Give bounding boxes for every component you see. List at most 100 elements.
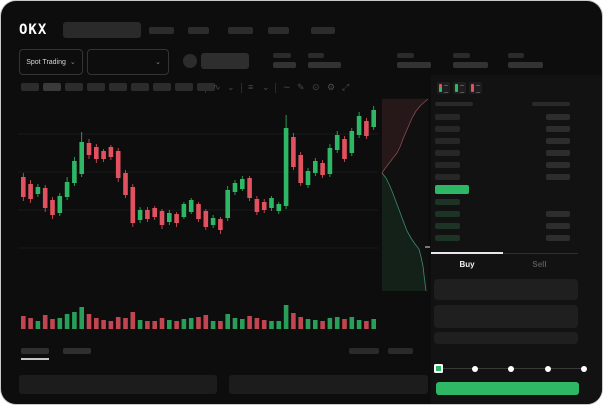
line-tool-icon[interactable]: ∼ [283, 82, 291, 92]
slider-dot[interactable] [581, 365, 587, 372]
volume-bar [115, 317, 121, 329]
candle [145, 210, 150, 219]
draw-icon[interactable]: ✎ [297, 82, 305, 92]
candle [196, 204, 201, 219]
last-price-badge [435, 185, 469, 194]
stat-label [273, 53, 291, 58]
candle [298, 155, 303, 183]
candle [342, 139, 347, 159]
interval-button[interactable] [65, 83, 83, 91]
volume-bar [167, 320, 172, 329]
input-field[interactable] [434, 279, 578, 300]
volume-bar [210, 321, 216, 329]
candle [334, 135, 340, 150]
buy-submit-button[interactable] [436, 382, 579, 395]
stat-value [273, 62, 296, 68]
slider-dot[interactable] [471, 365, 478, 372]
volume-bar [130, 312, 136, 329]
pair-selector[interactable]: ⌄ [87, 49, 169, 75]
orderbook-bids-icon[interactable] [453, 82, 466, 94]
nav-item[interactable] [188, 27, 209, 34]
volume-bar [72, 312, 77, 329]
bid-row-price [435, 199, 460, 205]
bid-row-price [435, 235, 460, 241]
chart-type-icon[interactable]: ≡ [248, 82, 254, 92]
tab-buy[interactable]: Buy [431, 254, 503, 274]
candle [101, 151, 106, 159]
volume-bar [94, 318, 99, 329]
interval-button[interactable] [175, 83, 193, 91]
candle [371, 110, 376, 127]
volume-bar [64, 314, 70, 329]
candle [240, 179, 245, 189]
search-input[interactable] [63, 22, 141, 38]
subheader-button[interactable] [201, 53, 249, 69]
bid-row-price [435, 211, 460, 217]
nav-item[interactable] [311, 27, 335, 34]
nav-item[interactable] [268, 27, 289, 34]
interval-button[interactable] [109, 83, 127, 91]
volume-bar [137, 320, 143, 329]
interval-button[interactable] [131, 83, 149, 91]
candle [291, 137, 296, 167]
candle [174, 214, 179, 223]
orderbook-asks-icon[interactable] [469, 82, 482, 94]
stat-label [508, 53, 524, 58]
user-avatar[interactable] [183, 54, 197, 68]
buy-tab-label: Buy [459, 259, 475, 269]
interval-button[interactable] [153, 83, 171, 91]
candle [356, 116, 362, 135]
ask-row-amount [546, 126, 570, 132]
depth-bid-line [381, 172, 427, 292]
orderbook-icon-strip [471, 84, 474, 92]
interval-button[interactable] [43, 83, 61, 91]
candle [86, 143, 92, 155]
volume-bar [371, 319, 376, 329]
axis-setting-button[interactable] [349, 348, 379, 354]
fullscreen-icon[interactable]: ⤢ [342, 82, 350, 92]
volume-bar [79, 307, 84, 329]
candle [261, 202, 267, 210]
chart-gridlines [18, 133, 378, 249]
nav-item[interactable] [228, 27, 253, 34]
volume-bar [334, 317, 340, 329]
settings-icon[interactable]: ⚙ [327, 82, 336, 92]
screenshot-icon[interactable]: ⊙ [312, 82, 320, 92]
orderbook-col-header [532, 102, 570, 106]
interval-button[interactable] [87, 83, 105, 91]
interval-button[interactable] [21, 83, 39, 91]
volume-bar [261, 320, 267, 329]
axis-setting-button[interactable] [388, 348, 413, 354]
candle [35, 187, 41, 194]
candle [28, 184, 33, 199]
nav-item[interactable] [149, 27, 174, 34]
orderbook-combined-icon[interactable] [437, 82, 450, 94]
chevron-down-icon[interactable]: ⌄ [262, 82, 270, 92]
depth-price-marker [425, 246, 430, 248]
volume-bar [269, 321, 274, 329]
slider-dot[interactable] [544, 365, 551, 372]
bottom-tab[interactable] [63, 348, 91, 354]
candle [137, 210, 143, 220]
candle [72, 161, 77, 183]
amount-slider-handle[interactable] [433, 364, 443, 373]
interval-button[interactable] [197, 83, 215, 91]
candle [42, 188, 48, 208]
bottom-tab[interactable] [21, 348, 49, 354]
input-field[interactable] [434, 332, 578, 344]
candle [247, 178, 252, 198]
volume-bar [247, 316, 252, 329]
volume-bar [283, 305, 289, 329]
tab-sell[interactable]: Sell [503, 254, 576, 274]
candle [283, 128, 289, 206]
slider-dot[interactable] [508, 365, 514, 372]
market-type-selector[interactable]: Spot Trading ⌄ [19, 49, 83, 75]
input-field[interactable] [434, 305, 578, 328]
chevron-down-icon[interactable]: ⌄ [227, 82, 235, 92]
volume-bar [313, 320, 318, 329]
volume-bar [181, 319, 187, 329]
stat-value [508, 62, 543, 68]
indicator-icon[interactable]: ∿ [213, 82, 221, 92]
volume-bar [232, 318, 238, 329]
